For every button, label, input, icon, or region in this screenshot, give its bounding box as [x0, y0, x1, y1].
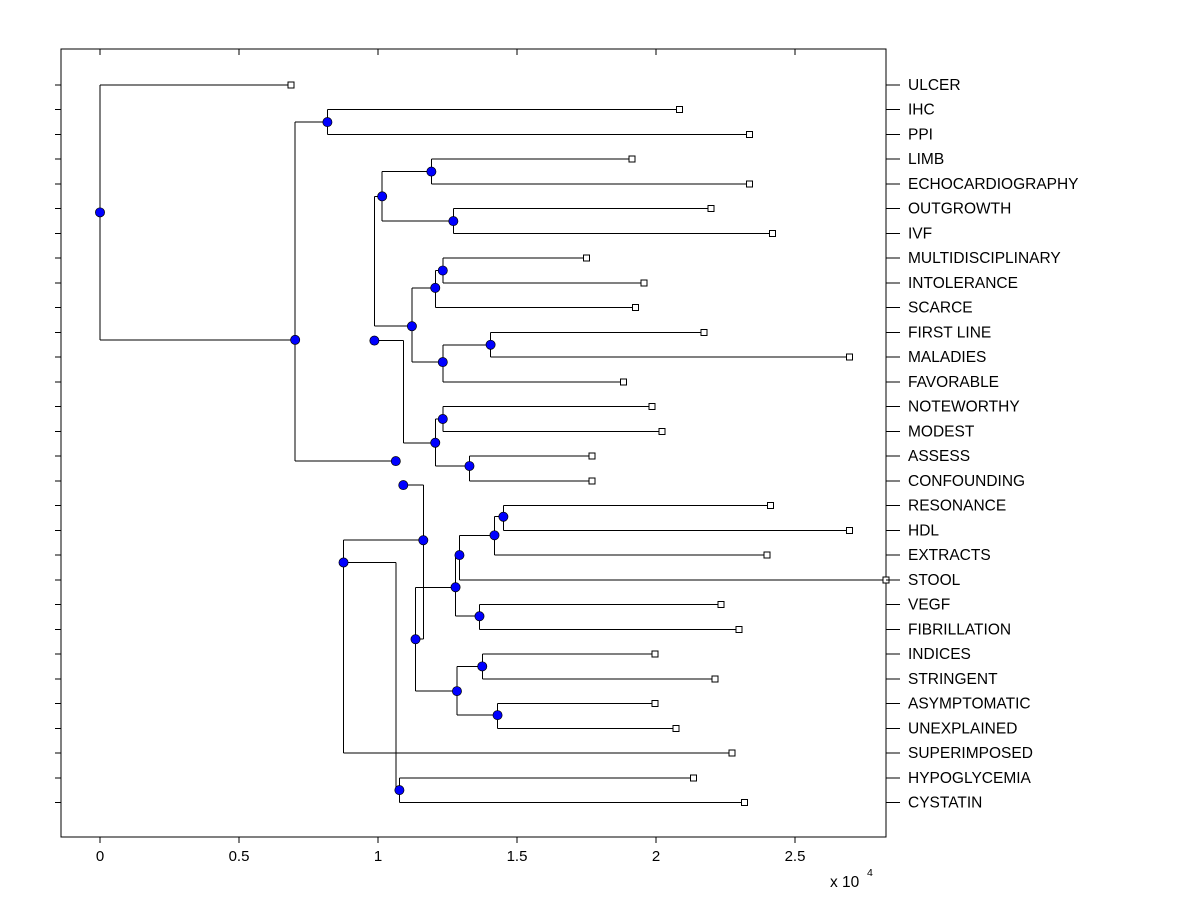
- svg-text:PPI: PPI: [908, 126, 933, 143]
- svg-text:INDICES: INDICES: [908, 646, 971, 663]
- svg-text:IVF: IVF: [908, 225, 932, 242]
- svg-text:0: 0: [96, 848, 104, 865]
- svg-text:FIBRILLATION: FIBRILLATION: [908, 621, 1011, 638]
- svg-text:STOOL: STOOL: [908, 572, 961, 589]
- svg-text:x 10: x 10: [830, 874, 860, 891]
- svg-text:SUPERIMPOSED: SUPERIMPOSED: [908, 745, 1033, 762]
- svg-text:ASSESS: ASSESS: [908, 448, 970, 465]
- svg-text:MALADIES: MALADIES: [908, 349, 986, 366]
- svg-text:FAVORABLE: FAVORABLE: [908, 374, 999, 391]
- svg-text:UNEXPLAINED: UNEXPLAINED: [908, 720, 1017, 737]
- svg-text:HDL: HDL: [908, 522, 939, 539]
- svg-text:VEGF: VEGF: [908, 597, 950, 614]
- svg-text:STRINGENT: STRINGENT: [908, 671, 998, 688]
- svg-text:MODEST: MODEST: [908, 423, 975, 440]
- svg-text:HYPOGLYCEMIA: HYPOGLYCEMIA: [908, 770, 1032, 787]
- svg-text:CYSTATIN: CYSTATIN: [908, 795, 982, 812]
- svg-text:RESONANCE: RESONANCE: [908, 498, 1006, 515]
- svg-text:INTOLERANCE: INTOLERANCE: [908, 275, 1018, 292]
- svg-text:CONFOUNDING: CONFOUNDING: [908, 473, 1025, 490]
- svg-text:4: 4: [867, 867, 873, 879]
- svg-text:OUTGROWTH: OUTGROWTH: [908, 201, 1011, 218]
- svg-text:0.5: 0.5: [229, 848, 250, 865]
- svg-text:ASYMPTOMATIC: ASYMPTOMATIC: [908, 696, 1031, 713]
- svg-text:ULCER: ULCER: [908, 77, 961, 94]
- svg-text:2.5: 2.5: [785, 848, 806, 865]
- svg-text:EXTRACTS: EXTRACTS: [908, 547, 991, 564]
- svg-text:IHC: IHC: [908, 102, 935, 119]
- svg-text:1: 1: [374, 848, 382, 865]
- svg-text:ECHOCARDIOGRAPHY: ECHOCARDIOGRAPHY: [908, 176, 1079, 193]
- svg-text:2: 2: [652, 848, 660, 865]
- svg-text:NOTEWORTHY: NOTEWORTHY: [908, 399, 1020, 416]
- svg-text:1.5: 1.5: [507, 848, 528, 865]
- svg-text:SCARCE: SCARCE: [908, 300, 973, 317]
- svg-text:MULTIDISCIPLINARY: MULTIDISCIPLINARY: [908, 250, 1061, 267]
- svg-text:LIMB: LIMB: [908, 151, 944, 168]
- svg-text:FIRST LINE: FIRST LINE: [908, 324, 991, 341]
